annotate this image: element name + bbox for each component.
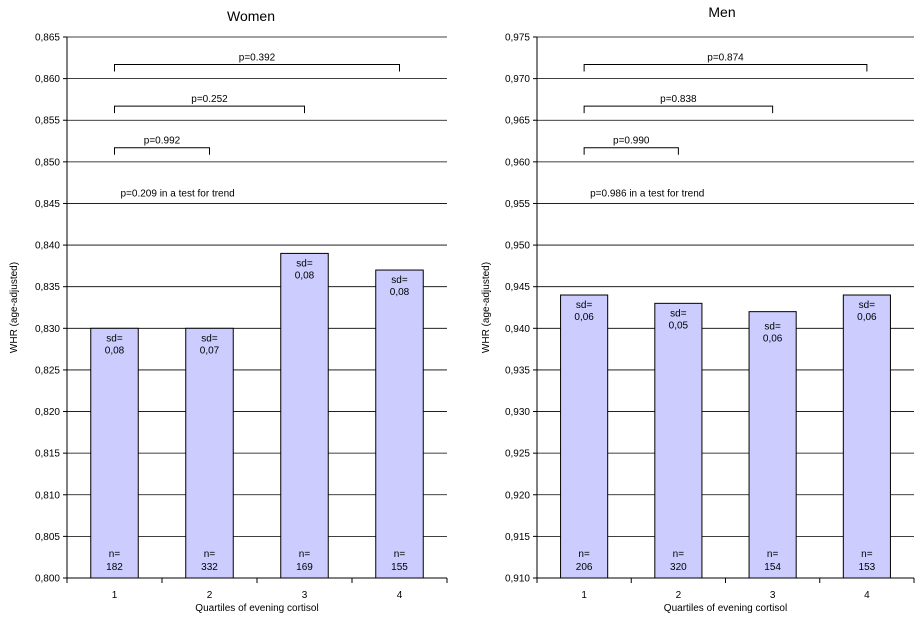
bar-2 <box>185 327 234 579</box>
y-tick-label: 0,805 <box>35 532 60 543</box>
x-tick-label: 2 <box>207 590 213 601</box>
chart-title: Men <box>708 4 735 20</box>
sd-value: 0,08 <box>105 345 125 356</box>
y-tick-label: 0,930 <box>505 407 530 418</box>
bar-3 <box>280 252 329 579</box>
y-tick-label: 0,945 <box>505 282 530 293</box>
y-tick-label: 0,940 <box>505 324 530 335</box>
x-axis-label: Quartiles of evening cortisol <box>664 603 787 614</box>
n-label: n= <box>767 549 779 560</box>
n-label: n= <box>109 549 121 560</box>
x-axis-label: Quartiles of evening cortisol <box>195 603 318 614</box>
n-label: n= <box>299 549 311 560</box>
sd-value: 0,06 <box>763 334 783 345</box>
comparison-p-value: p=0.992 <box>144 136 181 147</box>
y-tick-label: 0,910 <box>505 574 530 585</box>
comparison-p-value: p=0.874 <box>707 52 744 63</box>
comparison-bracket <box>114 63 400 72</box>
n-value: 182 <box>106 562 123 573</box>
trend-test-text: p=0.209 in a test for trend <box>121 188 235 199</box>
comparison-bracket <box>583 63 868 72</box>
chart-title: Women <box>227 8 275 24</box>
y-tick-label: 0,845 <box>35 199 60 210</box>
comparison-bracket <box>114 105 305 114</box>
bar-1 <box>90 327 139 579</box>
comparison-p-value: p=0.990 <box>613 136 650 147</box>
x-tick-label: 4 <box>397 590 403 601</box>
sd-label: sd= <box>296 258 313 269</box>
y-tick-label: 0,835 <box>35 282 60 293</box>
x-tick-label: 3 <box>770 590 776 601</box>
sd-label: sd= <box>106 333 123 344</box>
sd-label: sd= <box>859 300 876 311</box>
comparison-p-value: p=0.838 <box>660 94 697 105</box>
y-tick-label: 0,850 <box>35 157 60 168</box>
bar-2 <box>654 302 703 579</box>
sd-label: sd= <box>764 322 781 333</box>
n-label: n= <box>394 549 406 560</box>
n-label: n= <box>204 549 216 560</box>
x-tick-label: 2 <box>676 590 682 601</box>
sd-value: 0,08 <box>390 287 410 298</box>
y-tick-label: 0,965 <box>505 116 530 127</box>
y-tick-label: 0,865 <box>35 33 60 44</box>
n-value: 169 <box>296 562 313 573</box>
n-value: 206 <box>576 562 593 573</box>
bar-4 <box>375 269 424 579</box>
sd-label: sd= <box>391 275 408 286</box>
bar-3 <box>748 311 797 579</box>
y-tick-label: 0,915 <box>505 532 530 543</box>
n-value: 153 <box>859 562 876 573</box>
bar-4 <box>842 294 891 579</box>
comparison-bracket <box>114 147 210 155</box>
y-tick-label: 0,840 <box>35 241 60 252</box>
y-tick-label: 0,970 <box>505 74 530 85</box>
chart-panel-women: Women 0,800 0,805 0,810 0,815 0,820 0,825 0,830… <box>9 8 448 614</box>
sd-value: 0,06 <box>857 312 877 323</box>
y-tick-label: 0,825 <box>35 365 60 376</box>
x-tick-label: 1 <box>581 590 587 601</box>
y-tick-label: 0,975 <box>505 33 530 44</box>
y-axis-label: WHR (age-adjusted) <box>481 262 492 353</box>
sd-value: 0,07 <box>200 345 220 356</box>
n-label: n= <box>673 549 685 560</box>
sd-label: sd= <box>201 333 218 344</box>
sd-label: sd= <box>670 308 687 319</box>
n-label: n= <box>578 549 590 560</box>
n-value: 332 <box>201 562 218 573</box>
y-tick-label: 0,960 <box>505 157 530 168</box>
n-label: n= <box>861 549 873 560</box>
x-tick-label: 1 <box>112 590 118 601</box>
y-tick-label: 0,925 <box>505 449 530 460</box>
sd-value: 0,08 <box>295 270 315 281</box>
chart-panel-men: Men 0,910 0,915 0,920 0,925 0,930 0,935 0,940 0,… <box>481 4 915 614</box>
y-tick-label: 0,855 <box>35 116 60 127</box>
y-tick-label: 0,820 <box>35 407 60 418</box>
y-tick-label: 0,860 <box>35 74 60 85</box>
comparison-bracket <box>583 147 679 155</box>
sd-value: 0,06 <box>574 312 594 323</box>
y-tick-label: 0,810 <box>35 490 60 501</box>
y-axis-label: WHR (age-adjusted) <box>9 262 20 353</box>
n-value: 155 <box>391 562 408 573</box>
y-tick-label: 0,800 <box>35 574 60 585</box>
n-value: 154 <box>764 562 781 573</box>
y-tick-label: 0,955 <box>505 199 530 210</box>
comparison-bracket <box>583 105 774 114</box>
y-tick-label: 0,815 <box>35 449 60 460</box>
n-value: 320 <box>670 562 687 573</box>
y-tick-label: 0,920 <box>505 490 530 501</box>
y-tick-label: 0,830 <box>35 324 60 335</box>
sd-value: 0,05 <box>669 320 689 331</box>
trend-test-text: p=0.986 in a test for trend <box>590 188 704 199</box>
x-tick-label: 3 <box>302 590 308 601</box>
comparison-p-value: p=0.392 <box>239 52 276 63</box>
x-tick-label: 4 <box>864 590 870 601</box>
y-tick-label: 0,950 <box>505 241 530 252</box>
comparison-p-value: p=0.252 <box>191 94 228 105</box>
y-tick-label: 0,935 <box>505 365 530 376</box>
bar-1 <box>560 294 609 579</box>
sd-label: sd= <box>576 300 593 311</box>
